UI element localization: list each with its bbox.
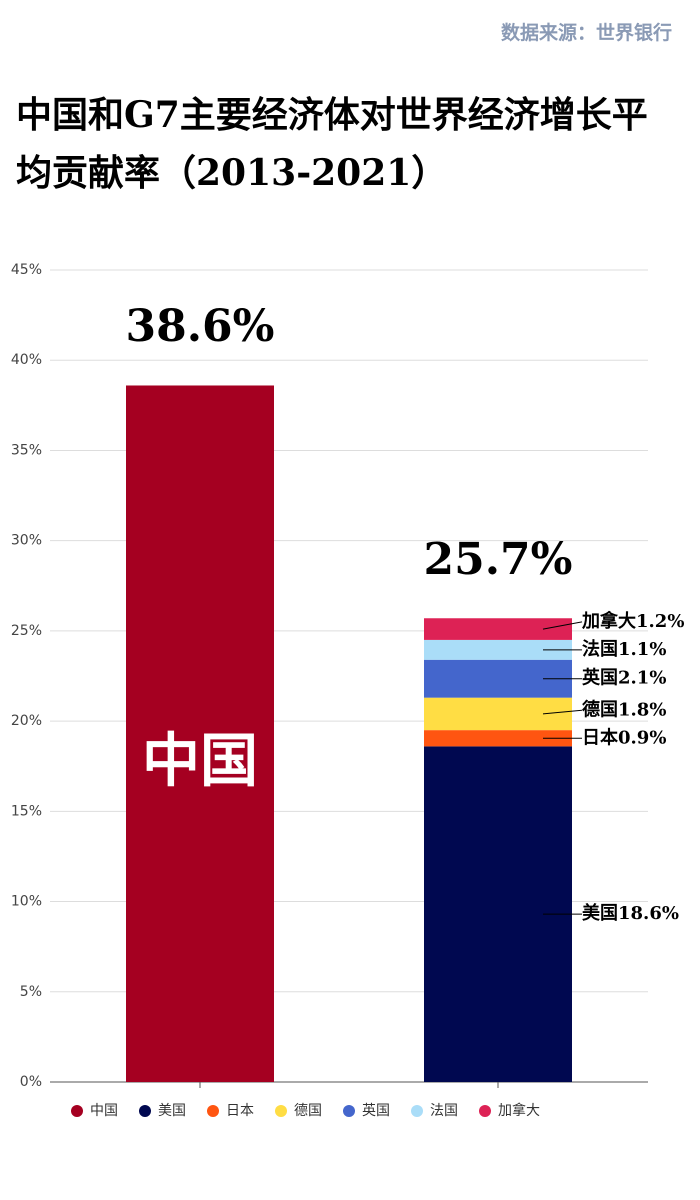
bar-segment <box>424 730 572 747</box>
legend-label: 日本 <box>226 1103 254 1119</box>
y-tick-label: 25% <box>11 623 42 639</box>
value-label: 加拿大1.2% <box>581 610 684 632</box>
legend-label: 英国 <box>362 1102 390 1119</box>
legend-label: 美国 <box>158 1103 186 1119</box>
y-tick-label: 45% <box>11 262 42 278</box>
bar-segment <box>424 697 572 731</box>
y-tick-label: 5% <box>20 984 42 1000</box>
legend-marker <box>411 1105 423 1117</box>
y-tick-label: 30% <box>11 533 42 549</box>
legend-marker <box>71 1105 83 1117</box>
bar-segment <box>424 639 572 660</box>
legend-label: 法国 <box>430 1103 458 1119</box>
value-label: 德国1.8% <box>582 698 666 720</box>
legend-label: 加拿大 <box>498 1102 540 1119</box>
legend-marker <box>207 1105 219 1117</box>
legend-label: 德国 <box>294 1103 322 1119</box>
y-tick-label: 20% <box>11 713 42 729</box>
value-label: 法国1.1% <box>582 638 666 660</box>
bar-segment <box>126 385 274 1082</box>
category-label: 中国 <box>142 726 258 794</box>
total-label: 38.6% <box>126 301 275 352</box>
leader-line <box>542 709 583 715</box>
y-tick-label: 40% <box>11 352 42 368</box>
y-tick-label: 15% <box>11 803 42 819</box>
value-label: 日本0.9% <box>582 726 666 748</box>
legend-marker <box>275 1105 287 1117</box>
legend-marker <box>479 1105 491 1117</box>
legend-marker <box>139 1105 151 1117</box>
leader-line <box>542 621 583 630</box>
y-tick-label: 10% <box>11 894 42 910</box>
legend-marker <box>343 1105 355 1117</box>
legend-label: 中国 <box>90 1103 118 1119</box>
y-tick-label: 35% <box>11 442 42 458</box>
bar-segment <box>424 618 572 640</box>
source: 数据来源：世界银行 <box>500 22 672 44</box>
y-tick-label: 0% <box>20 1074 42 1090</box>
total-label: 25.7% <box>424 534 573 585</box>
chart-title: 中国和G7主要经济体对世界经济增长平均贡献率（2013-2021） <box>16 94 648 194</box>
value-label: 美国18.6% <box>582 902 679 924</box>
value-label: 英国2.1% <box>581 667 666 689</box>
